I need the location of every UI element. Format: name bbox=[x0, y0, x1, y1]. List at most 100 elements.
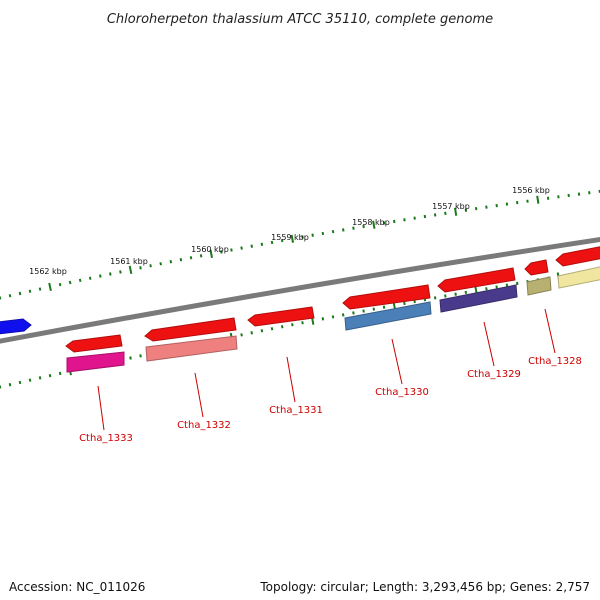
gene-label-ctha-1331[interactable]: Ctha_1331 bbox=[269, 405, 323, 416]
minor-tick bbox=[270, 327, 274, 331]
minor-tick bbox=[250, 244, 253, 248]
gene-label-ctha-1332[interactable]: Ctha_1332 bbox=[177, 420, 231, 431]
gene-label-line bbox=[544, 308, 556, 354]
minor-tick bbox=[99, 274, 102, 278]
minor-tick bbox=[393, 219, 396, 224]
minor-tick bbox=[413, 216, 416, 220]
minor-tick bbox=[403, 301, 406, 306]
minor-tick bbox=[280, 239, 284, 243]
minor-tick bbox=[311, 233, 314, 237]
gene-feature[interactable] bbox=[526, 276, 552, 296]
minor-tick bbox=[109, 272, 112, 276]
minor-tick bbox=[230, 248, 233, 252]
minor-tick bbox=[18, 380, 22, 385]
minor-tick bbox=[139, 354, 142, 358]
kbp-label: 1562 kbp bbox=[29, 267, 67, 276]
gene-label-line bbox=[194, 372, 204, 418]
minor-tick bbox=[444, 294, 447, 298]
gene-feature[interactable] bbox=[65, 334, 123, 353]
minor-tick bbox=[321, 317, 325, 321]
minor-tick bbox=[321, 231, 325, 236]
minor-tick bbox=[58, 282, 62, 287]
gene-label-ctha-1330[interactable]: Ctha_1330 bbox=[375, 387, 429, 398]
minor-tick bbox=[199, 254, 203, 258]
minor-tick bbox=[260, 329, 264, 333]
minor-tick bbox=[444, 211, 447, 215]
major-tick bbox=[128, 265, 133, 274]
minor-tick bbox=[382, 305, 386, 309]
minor-tick bbox=[382, 221, 386, 225]
major-tick bbox=[290, 234, 294, 243]
minor-tick bbox=[78, 278, 82, 283]
minor-tick bbox=[58, 371, 62, 376]
kbp-label: 1557 kbp bbox=[432, 202, 470, 211]
minor-tick bbox=[38, 287, 42, 291]
minor-tick bbox=[149, 264, 152, 268]
gene-feature[interactable] bbox=[247, 306, 315, 327]
major-tick bbox=[48, 282, 52, 292]
minor-tick bbox=[362, 309, 365, 313]
minor-tick bbox=[341, 313, 345, 317]
accession-text: Accession: NC_011026 bbox=[9, 580, 146, 594]
gene-label-ctha-1329[interactable]: Ctha_1329 bbox=[467, 369, 521, 380]
gene-feature[interactable] bbox=[342, 284, 431, 310]
gene-feature[interactable] bbox=[0, 318, 32, 335]
minor-tick bbox=[48, 373, 52, 378]
major-tick bbox=[372, 220, 376, 229]
gene-feature[interactable] bbox=[144, 317, 237, 342]
minor-tick bbox=[505, 202, 509, 206]
minor-tick bbox=[352, 311, 355, 315]
genome-title: Chloroherpeton thalassium ATCC 35110, co… bbox=[107, 12, 493, 27]
minor-tick bbox=[220, 250, 223, 254]
gene-label-line bbox=[97, 385, 105, 431]
minor-tick bbox=[474, 207, 478, 211]
kbp-label: 1559 kbp bbox=[271, 233, 309, 242]
minor-tick bbox=[485, 287, 488, 291]
minor-tick bbox=[68, 280, 72, 285]
minor-tick bbox=[240, 333, 243, 337]
gene-feature[interactable] bbox=[524, 259, 549, 276]
minor-tick bbox=[169, 260, 173, 264]
kbp-label: 1561 kbp bbox=[110, 257, 148, 266]
gene-feature[interactable] bbox=[145, 335, 238, 362]
minor-tick bbox=[331, 315, 335, 319]
genome-summary-text: Topology: circular; Length: 3,293,456 bp… bbox=[260, 580, 590, 594]
minor-tick bbox=[495, 285, 498, 289]
minor-tick bbox=[342, 228, 345, 232]
gene-label-ctha-1328[interactable]: Ctha_1328 bbox=[528, 356, 582, 367]
major-tick bbox=[454, 207, 458, 216]
minor-tick bbox=[240, 246, 243, 250]
minor-tick bbox=[433, 213, 437, 217]
gene-feature[interactable] bbox=[437, 267, 516, 293]
minor-tick bbox=[28, 378, 32, 382]
minor-tick bbox=[250, 331, 253, 335]
minor-tick bbox=[189, 256, 193, 260]
gene-feature[interactable] bbox=[439, 284, 518, 313]
gene-label-ctha-1333[interactable]: Ctha_1333 bbox=[79, 433, 133, 444]
minor-tick bbox=[454, 292, 457, 296]
minor-tick bbox=[18, 291, 22, 296]
minor-tick bbox=[464, 290, 468, 294]
minor-tick bbox=[270, 240, 274, 245]
gene-feature[interactable] bbox=[66, 351, 125, 373]
gene-feature[interactable] bbox=[555, 246, 600, 267]
minor-tick bbox=[8, 294, 12, 298]
minor-tick bbox=[8, 383, 12, 387]
minor-tick bbox=[38, 376, 42, 380]
gene-feature[interactable] bbox=[344, 301, 432, 331]
minor-tick bbox=[139, 266, 142, 270]
genome-backbone bbox=[0, 236, 600, 344]
major-tick bbox=[209, 249, 213, 258]
kbp-labels: 1562 kbp 1561 kbp 1560 kbp 1559 kbp 1558 kbp… bbox=[29, 186, 550, 276]
gene-label-line bbox=[391, 338, 403, 385]
minor-tick bbox=[403, 218, 406, 222]
minor-tick bbox=[88, 276, 92, 280]
minor-tick bbox=[129, 356, 132, 360]
minor-tick bbox=[505, 283, 509, 287]
outer-tick-ring bbox=[0, 189, 600, 300]
kbp-label: 1560 kbp bbox=[191, 245, 229, 254]
minor-tick bbox=[260, 242, 264, 246]
gene-feature[interactable] bbox=[557, 266, 600, 289]
minor-tick bbox=[179, 258, 183, 262]
